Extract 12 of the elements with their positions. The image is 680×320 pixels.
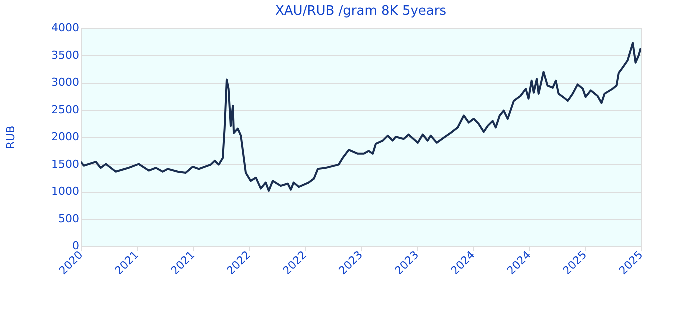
line-series xyxy=(81,42,641,192)
y-tick-label: 2000 xyxy=(52,130,80,144)
y-tick-label: 1500 xyxy=(52,158,80,171)
y-tick-label: 4000 xyxy=(52,22,80,34)
y-tick-label: 3000 xyxy=(52,76,80,89)
chart-title: XAU/RUB /gram 8K 5years xyxy=(275,4,447,19)
y-axis-title: RUB xyxy=(4,126,18,150)
y-tick-label: 3500 xyxy=(52,48,80,62)
y-tick-label: 500 xyxy=(58,212,80,226)
y-tick-label: 1000 xyxy=(52,185,80,198)
y-tick-label: 0 xyxy=(72,240,80,252)
y-tick-label: 2500 xyxy=(52,103,80,116)
